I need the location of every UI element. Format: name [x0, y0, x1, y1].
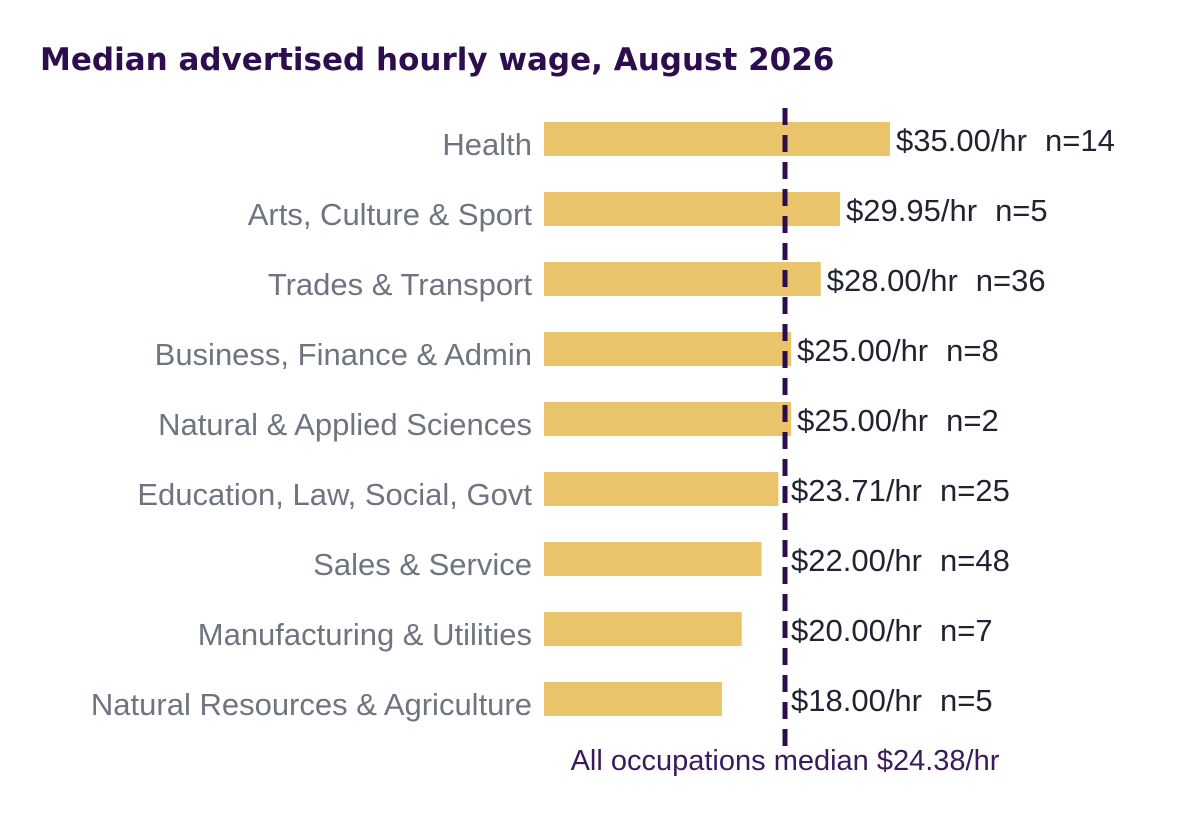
value-text-0: $35.00/hr: [896, 123, 1027, 158]
category-label-6: Sales & Service: [313, 547, 532, 582]
count-text-3: n=8: [946, 333, 999, 368]
count-text-1: n=5: [995, 193, 1048, 228]
bar-3: [544, 332, 792, 366]
value-label-8: $18.00/hr n=5: [791, 683, 993, 718]
count-text-6: n=48: [940, 543, 1010, 578]
value-label-0: $35.00/hr n=14: [896, 123, 1115, 158]
category-label-1: Arts, Culture & Sport: [248, 197, 533, 232]
value-label-3: $25.00/hr n=8: [797, 333, 999, 368]
category-label-7: Manufacturing & Utilities: [198, 617, 532, 652]
category-label-2: Trades & Transport: [268, 267, 533, 302]
category-label-3: Business, Finance & Admin: [155, 337, 532, 372]
bar-8: [544, 682, 722, 716]
value-text-6: $22.00/hr: [791, 543, 922, 578]
bar-1: [544, 192, 841, 226]
value-label-4: $25.00/hr n=2: [797, 403, 999, 438]
value-label-2: $28.00/hr n=36: [827, 263, 1046, 298]
bars-group: [544, 122, 890, 716]
value-text-1: $29.95/hr: [846, 193, 977, 228]
bar-0: [544, 122, 890, 156]
category-label-8: Natural Resources & Agriculture: [91, 687, 532, 722]
bar-5: [544, 472, 779, 506]
category-label-4: Natural & Applied Sciences: [158, 407, 532, 442]
value-text-5: $23.71/hr: [791, 473, 922, 508]
value-label-1: $29.95/hr n=5: [846, 193, 1048, 228]
count-text-4: n=2: [946, 403, 999, 438]
category-label-5: Education, Law, Social, Govt: [137, 477, 532, 512]
bar-6: [544, 542, 762, 576]
count-text-7: n=7: [940, 613, 993, 648]
value-label-6: $22.00/hr n=48: [791, 543, 1010, 578]
count-text-2: n=36: [976, 263, 1046, 298]
count-text-5: n=25: [940, 473, 1010, 508]
value-text-8: $18.00/hr: [791, 683, 922, 718]
count-text-0: n=14: [1045, 123, 1115, 158]
bar-2: [544, 262, 821, 296]
category-label-0: Health: [442, 127, 532, 162]
value-text-3: $25.00/hr: [797, 333, 928, 368]
bar-7: [544, 612, 742, 646]
value-text-7: $20.00/hr: [791, 613, 922, 648]
value-label-5: $23.71/hr n=25: [791, 473, 1010, 508]
value-text-2: $28.00/hr: [827, 263, 958, 298]
bar-4: [544, 402, 792, 436]
chart-title: Median advertised hourly wage, August 20…: [40, 42, 834, 78]
reference-median-label: All occupations median $24.38/hr: [571, 745, 1000, 777]
value-label-7: $20.00/hr n=7: [791, 613, 993, 648]
labels-group: Health $35.00/hr n=14 Arts, Culture & Sport…: [91, 123, 1115, 722]
count-text-8: n=5: [940, 683, 993, 718]
value-text-4: $25.00/hr: [797, 403, 928, 438]
